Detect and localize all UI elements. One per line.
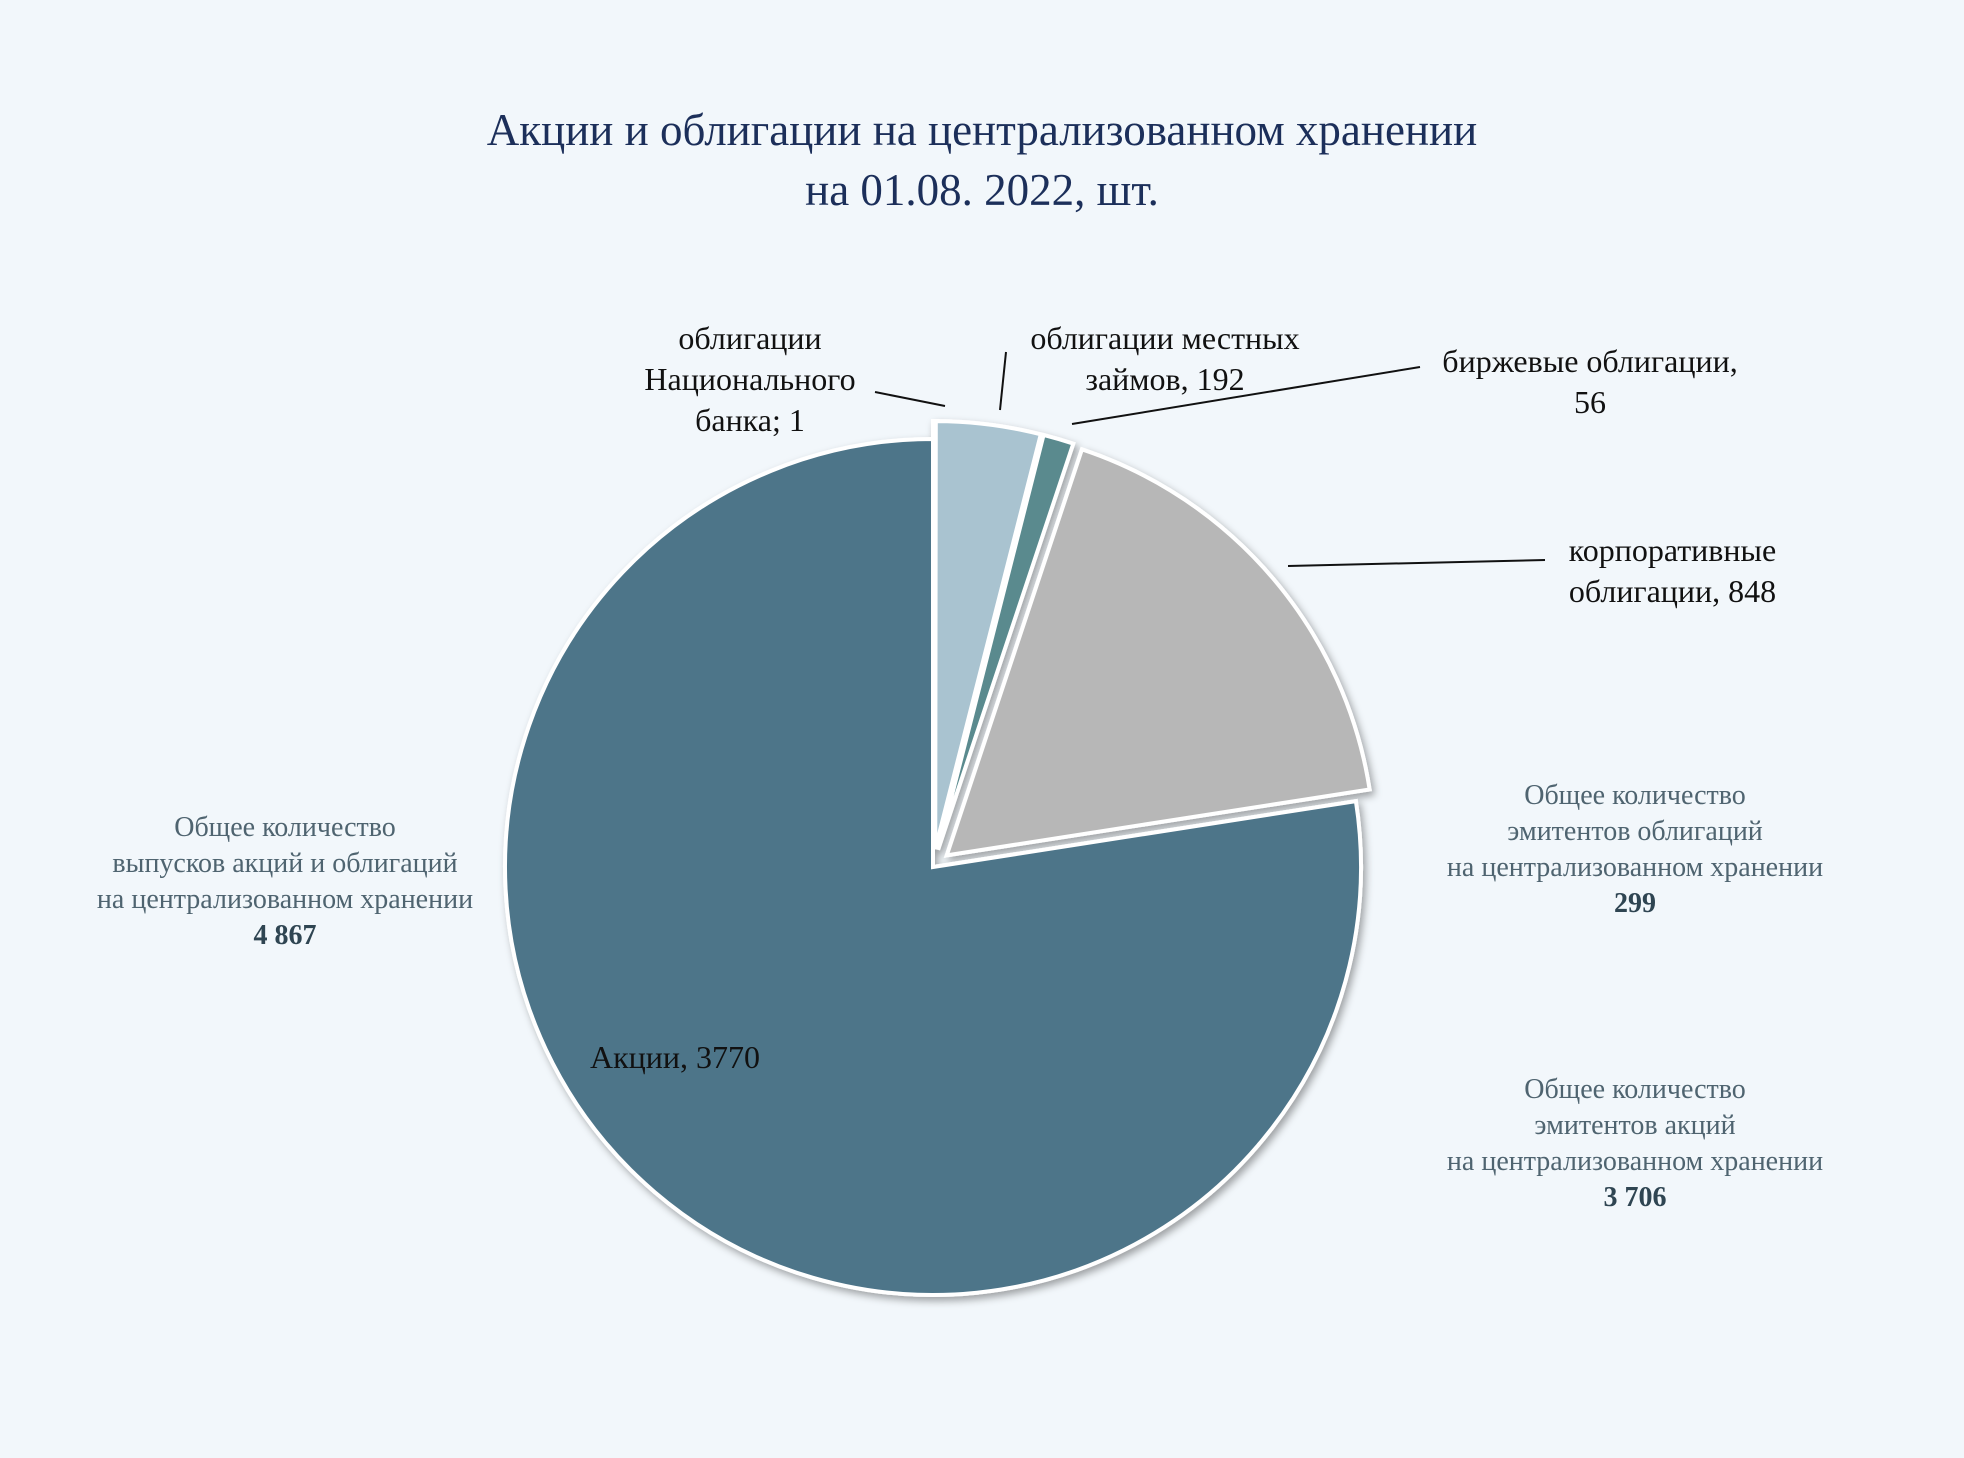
slice-label-akcii-text: Акции, 3770 (590, 1039, 761, 1075)
pie-slice-Акции (503, 436, 1363, 1297)
slice-label-birzh-line: 56 (1574, 384, 1606, 420)
slice-label-birzh-line: биржевые облигации, (1442, 343, 1738, 379)
pie-slice-облигации-местных-займов (933, 419, 1044, 850)
pie-slice-биржевые-облигации (936, 432, 1076, 851)
slice-label-korp: корпоративные облигации, 848 (1540, 530, 1805, 612)
slice-label-mest-line: займов, 192 (1085, 361, 1245, 397)
leader-line-korp (1287, 559, 1546, 567)
note-line: эмитентов акций (1534, 1110, 1736, 1141)
chart-title-line-2: на 01.08. 2022, шт. (805, 165, 1159, 215)
note-share-issuers: Общее количество эмитентов акций на цент… (1390, 1072, 1880, 1216)
slice-label-korp-line: облигации, 848 (1568, 573, 1777, 609)
slice-label-akcii: Акции, 3770 (590, 1037, 800, 1078)
slice-label-mest: облигации местных займов, 192 (1000, 318, 1330, 400)
note-line: на централизованном хранении (1446, 852, 1824, 883)
slice-label-nb: облигации Национального банка; 1 (610, 318, 890, 441)
note-line: Общее количество (1524, 780, 1746, 811)
note-line: на централизованном хранении (96, 884, 474, 915)
note-line: на централизованном хранении (1446, 1146, 1824, 1177)
note-value: 299 (1614, 888, 1656, 919)
note-bond-issuers: Общее количество эмитентов облигаций на … (1390, 778, 1880, 922)
slice-label-nb-line: банка; 1 (695, 402, 805, 438)
chart-title: Акции и облигации на централизованном хр… (0, 100, 1964, 220)
note-total-issues: Общее количество выпусков акций и облига… (40, 810, 530, 954)
slice-label-korp-line: корпоративные (1568, 532, 1777, 568)
leader-line-mest (999, 351, 1007, 411)
note-line: Общее количество (174, 812, 396, 843)
note-line: эмитентов облигаций (1507, 816, 1763, 847)
slice-label-mest-line: облигации местных (1030, 320, 1300, 356)
slice-label-nb-line: Национального (644, 361, 856, 397)
leader-line-nb (874, 391, 946, 407)
leader-line-birzh (1071, 366, 1421, 425)
pie-slice-корпоративные-облигации (943, 446, 1372, 858)
note-line: Общее количество (1524, 1074, 1746, 1105)
note-line: выпусков акций и облигаций (112, 848, 458, 879)
note-value: 4 867 (253, 920, 317, 951)
slice-label-birzh: биржевые облигации, 56 (1410, 341, 1770, 423)
note-value: 3 706 (1603, 1182, 1667, 1213)
slice-label-nb-line: облигации (678, 320, 822, 356)
chart-title-line-1: Акции и облигации на централизованном хр… (486, 105, 1478, 155)
